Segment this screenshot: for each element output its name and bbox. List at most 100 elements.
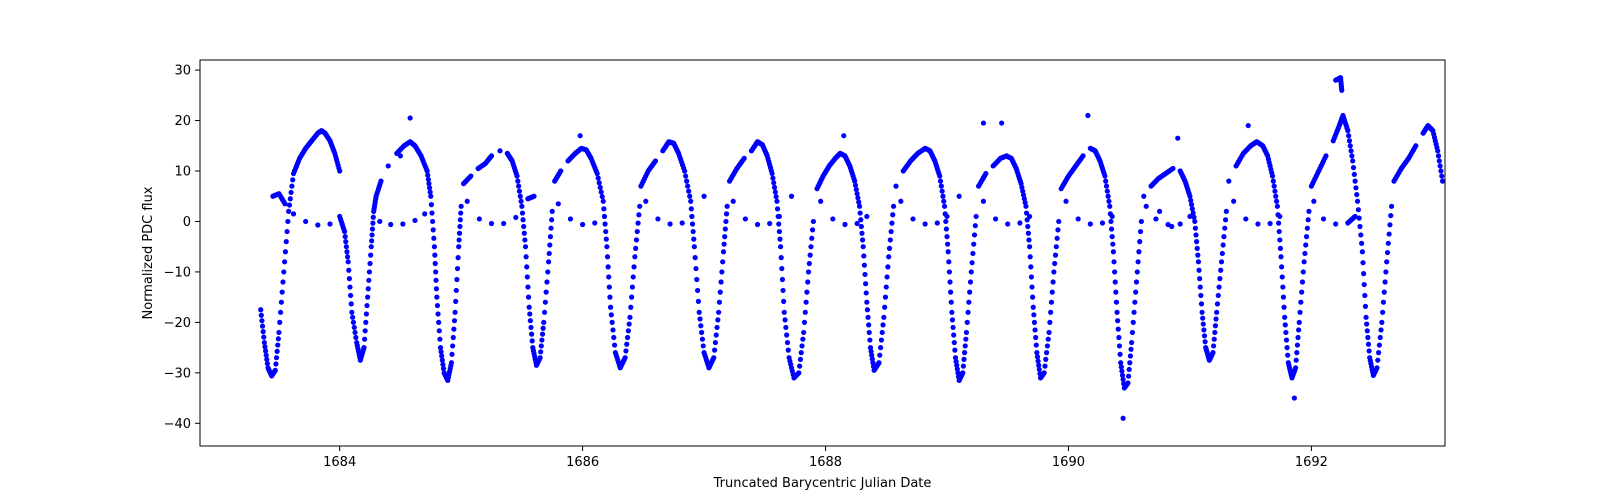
data-point [1214, 301, 1221, 307]
data-point [947, 279, 953, 285]
data-point [1282, 314, 1288, 320]
data-point [1276, 228, 1282, 235]
data-point [599, 194, 605, 200]
data-point [516, 188, 523, 194]
data-point [867, 337, 873, 343]
data-point [1354, 191, 1360, 198]
data-point [513, 214, 519, 221]
data-point [549, 208, 555, 214]
data-point [1115, 326, 1121, 332]
data-point [722, 234, 728, 240]
data-point [682, 168, 688, 174]
data-point [592, 220, 598, 226]
data-point [1036, 366, 1042, 373]
data-point [859, 230, 865, 236]
data-point [1271, 183, 1277, 189]
data-point [456, 244, 462, 250]
data-point [1363, 314, 1369, 320]
data-point [980, 198, 987, 204]
data-point [623, 348, 629, 354]
data-point [546, 250, 552, 257]
data-point [1362, 303, 1369, 309]
data-point [529, 338, 535, 344]
data-point [1110, 241, 1116, 247]
data-point [1350, 165, 1357, 171]
data-point [1276, 220, 1282, 226]
data-point [363, 319, 369, 325]
data-point [971, 241, 977, 247]
data-point [596, 180, 602, 186]
data-point [778, 255, 784, 261]
data-point [458, 203, 464, 209]
data-point [1378, 327, 1384, 333]
data-point [1156, 208, 1163, 214]
data-point [949, 309, 955, 315]
data-point [397, 153, 404, 159]
y-tick-label: −10 [164, 265, 191, 280]
data-point [1120, 376, 1126, 383]
data-point [723, 218, 729, 225]
data-point [1132, 299, 1138, 305]
x-tick-label: 1690 [1052, 455, 1085, 470]
data-point [893, 183, 899, 189]
data-point [782, 317, 788, 323]
data-point [290, 211, 297, 217]
data-point [1134, 269, 1140, 275]
data-point [451, 326, 457, 332]
data-point [347, 284, 353, 290]
data-point [784, 339, 791, 346]
data-point [378, 178, 384, 184]
data-point [422, 211, 428, 217]
data-point [1365, 334, 1371, 341]
data-point [1193, 232, 1199, 238]
data-point [555, 201, 561, 207]
data-point [455, 255, 461, 261]
data-point [890, 212, 896, 218]
data-point [1281, 304, 1287, 310]
data-point [697, 316, 703, 322]
data-point [1218, 267, 1224, 273]
data-point [464, 198, 470, 204]
data-point [260, 329, 266, 335]
data-point [808, 244, 814, 250]
data-point [854, 220, 860, 227]
data-point [288, 189, 294, 196]
data-point [364, 302, 370, 309]
data-point [259, 318, 265, 324]
data-point [964, 319, 970, 325]
data-point [1043, 356, 1049, 362]
data-point [272, 367, 278, 373]
data-point [1323, 153, 1329, 159]
data-point [1131, 309, 1137, 315]
data-point [1385, 240, 1391, 246]
data-point [1214, 309, 1220, 315]
data-point [1280, 284, 1286, 290]
data-point [1361, 271, 1367, 277]
data-point [457, 223, 463, 230]
data-point [412, 217, 418, 224]
data-point [601, 206, 607, 212]
data-point [1285, 352, 1291, 358]
data-point [968, 269, 974, 275]
data-point [1110, 249, 1116, 255]
data-point [315, 222, 321, 228]
data-point [517, 193, 523, 199]
data-point [537, 355, 543, 361]
data-point [956, 193, 962, 199]
plot-frame [199, 59, 1446, 447]
data-point [261, 339, 267, 346]
data-point [1046, 329, 1052, 336]
data-point [525, 294, 532, 300]
data-point [1280, 294, 1287, 300]
data-point [1044, 343, 1051, 349]
data-point [450, 334, 456, 341]
data-point [428, 202, 434, 208]
data-point [353, 334, 359, 341]
data-point [1135, 259, 1141, 265]
data-point [369, 226, 376, 232]
data-point [1125, 380, 1131, 386]
data-point [1297, 309, 1303, 315]
data-point [692, 255, 698, 261]
data-point [540, 325, 546, 331]
data-point [348, 301, 354, 307]
